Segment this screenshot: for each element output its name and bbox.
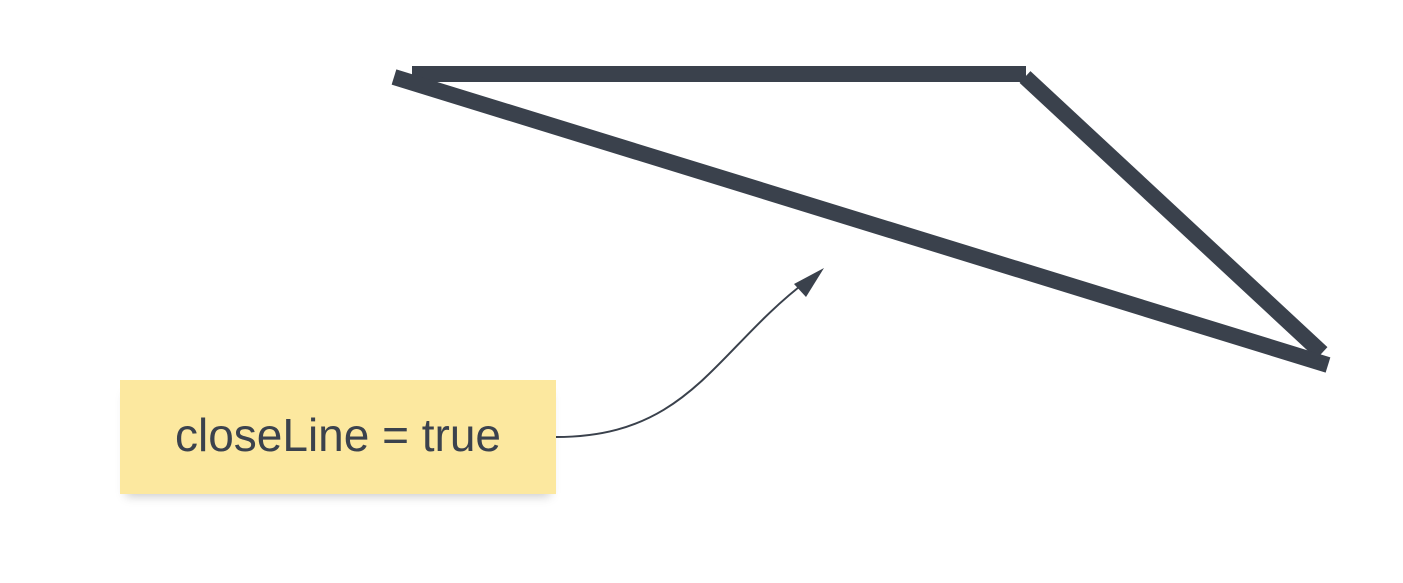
polyline-right-segment[interactable] — [1019, 71, 1328, 359]
polyline-closing-segment[interactable] — [391, 69, 1331, 373]
arrowhead-icon — [794, 268, 824, 297]
sticky-note[interactable]: closeLine = true — [120, 380, 556, 494]
sticky-note-text: closeLine = true — [174, 409, 502, 461]
connector-arrow[interactable] — [555, 279, 809, 438]
